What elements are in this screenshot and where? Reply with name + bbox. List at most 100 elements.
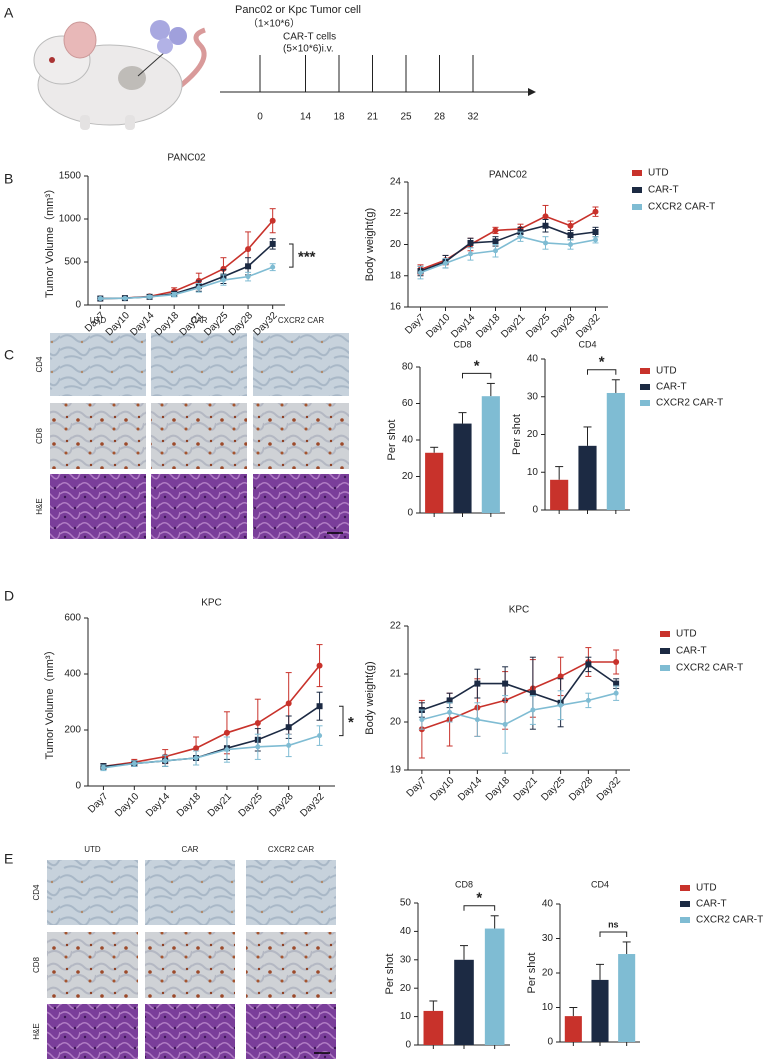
timeline-tick-label: 32 [467,112,479,123]
y-tick-label: 1000 [59,214,82,225]
timeline-tick-label: 14 [300,112,312,123]
significance-bracket [587,369,617,375]
x-tick-label: Day14 [144,791,173,820]
x-tick-label: Day28 [549,312,578,341]
panel-label: B [4,171,13,187]
y-tick-label: 20 [542,968,554,979]
chart-title: CD4 [578,339,596,349]
y-tick-label: 10 [400,1011,412,1022]
significance-label: ns [608,919,619,929]
y-tick-label: 50 [400,898,412,909]
point [467,239,474,246]
point [542,222,549,229]
y-tick-label: 20 [390,717,402,728]
column-label: CXCR2 CAR [278,316,324,325]
point [474,717,480,723]
row-label: CD8 [32,956,41,973]
y-tick-label: 24 [390,177,402,188]
column-label: UTD [90,316,107,325]
y-axis-label: Per shot [386,420,398,461]
x-tick-label: Day32 [574,312,603,341]
y-tick-label: 30 [400,954,412,965]
x-tick-label: Day21 [512,775,541,804]
micrograph [145,1004,235,1059]
legend-label: CXCR2 CAR-T [656,398,723,409]
row-label: CD4 [35,356,44,373]
point [269,217,276,224]
significance-bracket [463,905,496,911]
x-tick-label: Day32 [298,791,327,820]
y-tick-label: 40 [527,354,539,365]
legend-label: CXCR2 CAR-T [648,202,715,213]
point [316,662,323,669]
y-axis-label: Per shot [526,953,538,994]
point [493,248,498,254]
row-label: H&E [32,1023,41,1039]
y-tick-label: 22 [390,621,402,632]
legend-swatch [660,665,670,671]
chart-title: KPC [509,605,530,616]
y-tick-label: 1500 [59,171,82,182]
column-label: CAR [182,845,199,854]
point [122,295,128,301]
mouse-illustration [33,20,207,130]
point [286,742,292,748]
x-tick-label: Day14 [449,312,478,341]
column-label: UTD [84,845,101,854]
micrograph [145,860,235,925]
y-tick-label: 60 [402,398,414,409]
row-label: CD4 [32,884,41,901]
y-tick-label: 20 [390,239,402,250]
point [443,260,448,266]
legend-label: UTD [676,629,697,640]
chart-title: CD8 [453,339,471,349]
y-tick-label: 30 [542,933,554,944]
x-tick-label: Day32 [595,775,624,804]
point [220,277,226,283]
timeline-tick-label: 0 [257,112,263,123]
y-tick-label: 40 [400,926,412,937]
point [269,240,276,247]
y-tick-label: 500 [64,257,81,268]
point [255,744,261,750]
bar [564,1016,582,1042]
point [196,285,202,291]
legend-swatch [632,187,642,193]
micrograph [246,1004,336,1059]
point [593,237,598,243]
y-tick-label: 0 [405,1040,411,1051]
legend-swatch [680,917,690,923]
series-line [420,235,596,274]
row-label: CD8 [35,427,44,444]
y-tick-label: 200 [64,725,81,736]
x-tick-label: Day10 [113,791,142,820]
legend-swatch [640,400,650,406]
micrograph [145,932,235,998]
point [542,213,549,220]
point [223,729,230,736]
point [543,240,548,246]
point [567,222,574,229]
point [567,232,574,239]
point [285,700,292,707]
legend-label: CXCR2 CAR-T [676,663,743,674]
panel-label: C [4,347,14,363]
point [193,745,200,752]
significance-label: * [474,357,480,374]
timeline-arrow [528,88,536,96]
x-tick-label: Day10 [428,775,457,804]
point [557,673,564,680]
row-label: H&E [35,498,44,514]
legend-label: UTD [656,366,677,377]
y-tick-label: 0 [75,300,81,311]
legend-swatch [640,384,650,390]
point [502,680,509,687]
significance-bracket [462,372,492,379]
cell-label: Panc02 or Kpc Tumor cell [235,4,361,16]
series-line [103,705,321,768]
significance-bracket [339,705,344,737]
significance-label: * [599,354,605,371]
y-axis-label: Per shot [511,414,523,455]
bar [484,928,505,1045]
bar [578,445,597,510]
